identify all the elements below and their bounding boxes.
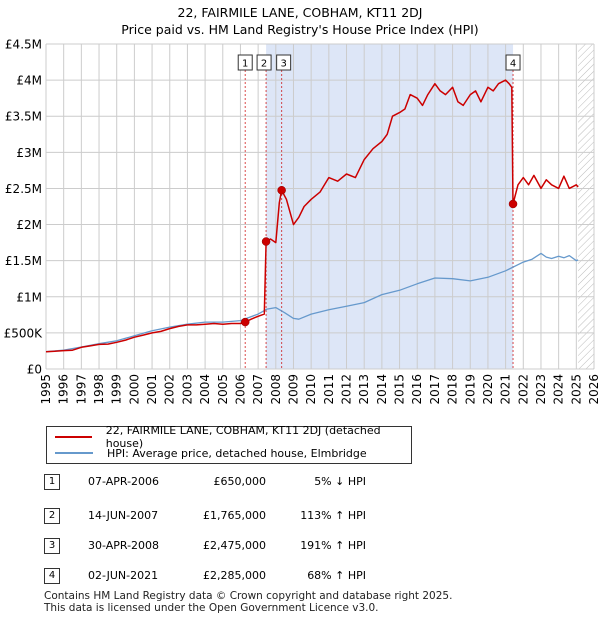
sale-point (261, 237, 271, 246)
y-tick-label: £3.5M (5, 110, 42, 124)
sale-point (240, 317, 250, 327)
table-row: 4 02-JUN-2021 £2,285,000 68% ↑ HPI (44, 566, 444, 586)
transaction-number: 4 (44, 568, 60, 584)
hpi-line-swatch (55, 452, 93, 454)
sale-label: 4 (510, 59, 516, 70)
transaction-hpi: 5% ↓ HPI (314, 475, 366, 488)
x-tick-label: 2021 (499, 374, 513, 405)
transaction-price: £650,000 (213, 475, 267, 488)
table-row: 1 07-APR-2006 £650,000 5% ↓ HPI (44, 472, 444, 492)
x-tick-label: 2020 (481, 374, 495, 405)
x-tick-label: 2017 (428, 374, 442, 405)
transaction-number: 2 (44, 508, 60, 524)
transaction-hpi: 68% ↑ HPI (307, 569, 366, 582)
legend: 22, FAIRMILE LANE, COBHAM, KT11 2DJ (det… (46, 424, 412, 464)
axes: £0£500K£1M£1.5M£2M£2.5M£3M£3.5M£4M£4.5M1… (4, 38, 600, 405)
y-tick-label: £2.5M (5, 182, 42, 196)
legend-item-hpi: HPI: Average price, detached house, Elmb… (55, 445, 367, 461)
transaction-number: 1 (44, 474, 60, 490)
x-tick-label: 2009 (286, 374, 300, 405)
x-tick-label: 2018 (446, 374, 460, 405)
x-tick-label: 2024 (552, 374, 566, 405)
x-tick-label: 2001 (145, 374, 159, 405)
x-tick-label: 1998 (92, 374, 106, 405)
y-tick-label: £2M (16, 218, 42, 232)
x-tick-label: 2026 (587, 374, 600, 405)
chart-title: 22, FAIRMILE LANE, COBHAM, KT11 2DJ (177, 5, 423, 20)
future-hatch (578, 44, 594, 369)
copyright-line: Contains HM Land Registry data © Crown c… (44, 590, 453, 602)
sale-label-box (237, 54, 253, 71)
x-tick-label: 2000 (127, 374, 141, 405)
sale-point (508, 199, 518, 209)
legend-label-property: 22, FAIRMILE LANE, COBHAM, KT11 2DJ (det… (105, 424, 381, 450)
x-tick-label: 1999 (110, 374, 124, 405)
sale-label: 3 (280, 59, 286, 70)
transaction-hpi: 113% ↑ HPI (300, 509, 366, 522)
table-row: 3 30-APR-2008 £2,475,000 191% ↑ HPI (44, 536, 444, 556)
transaction-date: 07-APR-2006 (88, 475, 160, 488)
y-tick-label: £1.5M (5, 254, 42, 268)
x-tick-label: 2008 (269, 374, 283, 405)
x-tick-label: 1997 (74, 374, 88, 405)
transaction-number: 3 (44, 538, 60, 554)
y-tick-label: £3M (16, 146, 42, 160)
transaction-price: £1,765,000 (203, 509, 266, 522)
x-tick-label: 2016 (410, 374, 424, 405)
y-tick-label: £4M (16, 74, 42, 88)
x-tick-label: 2010 (304, 374, 318, 405)
plot-background (266, 44, 594, 369)
y-tick-label: £0 (27, 363, 42, 377)
y-tick-label: £1M (16, 290, 42, 304)
chart-title-block: 22, FAIRMILE LANE, COBHAM, KT11 2DJ Pric… (0, 4, 600, 38)
transaction-price: £2,285,000 (203, 569, 266, 582)
x-tick-label: 2004 (198, 374, 212, 405)
transaction-date: 14-JUN-2007 (88, 509, 159, 522)
x-tick-label: 2019 (463, 374, 477, 405)
x-tick-label: 2023 (534, 374, 548, 405)
hpi-line (45, 252, 579, 353)
grid-lines (45, 43, 595, 370)
transaction-price: £2,475,000 (203, 539, 266, 552)
property-line-swatch (55, 436, 92, 438)
y-tick-label: £4.5M (5, 38, 42, 52)
x-tick-label: 2014 (375, 374, 389, 405)
sale-label: 1 (242, 59, 248, 70)
price-chart: 1 2 3 4 £0 £500K £1M £1.5M £2M £2.5M £3M £3.5M £4M £… (4, 38, 600, 405)
transaction-date: 02-JUN-2021 (88, 569, 159, 582)
x-tick-label: 2007 (251, 374, 265, 405)
transaction-date: 30-APR-2008 (88, 539, 160, 552)
legend-label-hpi: HPI: Average price, detached house, Elmb… (107, 446, 367, 460)
x-tick-label: 2005 (216, 374, 230, 405)
table-row: 2 14-JUN-2007 £1,765,000 113% ↑ HPI (44, 506, 444, 526)
chart-subtitle: Price paid vs. HM Land Registry's House … (121, 22, 479, 37)
x-tick-label: 1996 (57, 374, 71, 405)
transaction-hpi: 191% ↑ HPI (300, 539, 366, 552)
x-tick-label: 2011 (322, 374, 336, 405)
x-tick-label: 1995 (39, 374, 53, 405)
y-tick-label: £500K (4, 326, 44, 340)
x-tick-label: 2012 (340, 374, 354, 405)
x-tick-label: 2025 (569, 374, 583, 405)
x-tick-label: 2006 (233, 374, 247, 405)
x-tick-label: 2003 (180, 374, 194, 405)
license-line: This data is licensed under the Open Gov… (44, 602, 379, 614)
x-tick-label: 2022 (516, 374, 530, 405)
ownership-shade (266, 44, 514, 369)
sale-markers: 1 2 3 4 (237, 54, 521, 327)
sale-point (277, 186, 286, 195)
sale-label-box (276, 54, 292, 71)
sale-label-box (256, 54, 272, 71)
footer: Contains HM Land Registry data © Crown c… (44, 590, 452, 614)
sale-label: 2 (261, 59, 267, 70)
series-layer (45, 79, 579, 353)
sale-label-box (505, 54, 521, 71)
x-tick-label: 2002 (163, 374, 177, 405)
x-tick-label: 2013 (357, 374, 371, 405)
property-price-line (45, 79, 579, 353)
legend-item-property: 22, FAIRMILE LANE, COBHAM, KT11 2DJ (det… (55, 424, 411, 450)
x-tick-label: 2015 (393, 374, 407, 405)
